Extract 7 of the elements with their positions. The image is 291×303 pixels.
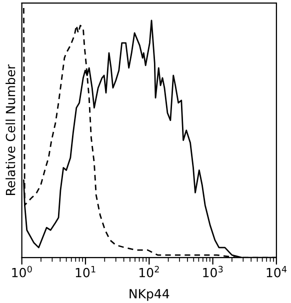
x-tick-label: 10$^{2}$ <box>140 266 159 278</box>
x-tick-label: 10$^{4}$ <box>266 266 287 278</box>
x-tick-label: 10$^{1}$ <box>76 266 96 278</box>
x-tick-label: 10$^{0}$ <box>12 266 32 278</box>
x-axis-title: NKp44 <box>130 289 170 301</box>
y-axis-title: Relative Cell Number <box>6 64 16 196</box>
x-tick-label: 10$^{3}$ <box>203 266 223 278</box>
